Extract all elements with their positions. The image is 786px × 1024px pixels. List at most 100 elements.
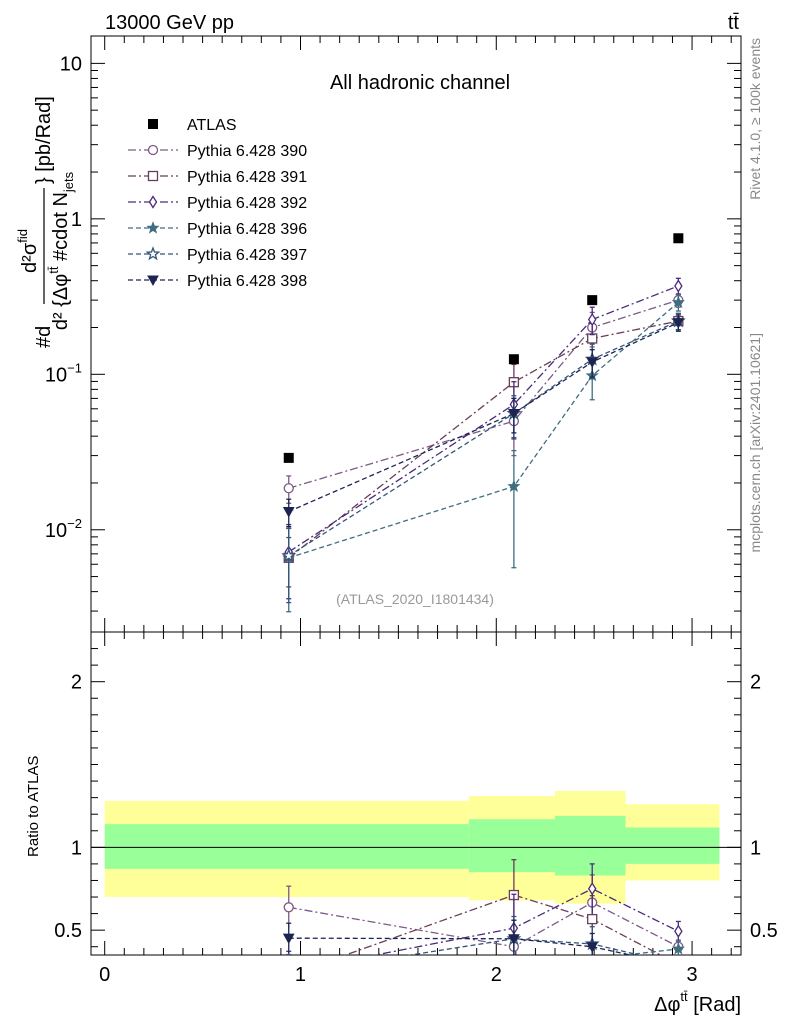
data-point: [281, 547, 297, 563]
series-line: [288, 301, 679, 559]
ratio-band-inner: [625, 827, 720, 864]
y-tick-label: 10−1: [45, 360, 82, 386]
ratio-data-point: [673, 961, 683, 970]
ratio-data-point: [284, 971, 293, 980]
legend-marker: [148, 195, 158, 209]
y-label-den-sup: tt̄: [46, 266, 61, 274]
y-tick-base: 10: [45, 364, 67, 386]
legend-marker: [147, 275, 159, 287]
ratio-band-inner: [468, 819, 556, 873]
legend-entry: Pythia 6.428 390: [128, 143, 307, 160]
atlas-data-point: [508, 354, 519, 365]
ratio-data-point: [283, 968, 294, 979]
ratio-band-inner: [555, 815, 626, 876]
series-line: [288, 320, 679, 559]
x-label-unit: [Rad]: [688, 994, 741, 1016]
series-5: [281, 312, 686, 604]
x-label-sup: tt̄: [680, 989, 688, 1004]
legend-marker: [148, 119, 158, 129]
y-axis-label: #d d²σfid d² {Δφtt̄ #cdot Njets } [pb/Ra…: [15, 96, 76, 348]
series-2: [283, 312, 684, 588]
ratio-tick-label-left: 2: [71, 672, 82, 694]
y-tick-base: 10: [45, 520, 67, 542]
series-line: [288, 299, 679, 489]
legend-label: Pythia 6.428 390: [187, 143, 307, 160]
ratio-series-6: [282, 919, 683, 970]
ratio-series-line: [288, 937, 634, 955]
data-point: [587, 312, 597, 327]
y-label-den2: #cdot N: [50, 192, 72, 266]
ratio-plot-area: [91, 846, 741, 992]
legend-entry: Pythia 6.428 392: [128, 195, 307, 212]
ratio-data-point: [282, 933, 295, 945]
ratio-y-axis-label: Ratio to ATLAS: [25, 756, 42, 857]
y-tick-label: 10−2: [45, 516, 82, 542]
data-point: [672, 318, 685, 329]
ratio-series-line: [406, 938, 642, 955]
analysis-label: (ATLAS_2020_I1801434): [336, 591, 494, 607]
y-tick-label: 10: [60, 53, 82, 75]
y-label-numerator: d²σfid: [15, 229, 41, 273]
legend-label: Pythia 6.428 398: [187, 273, 307, 290]
legend-label: ATLAS: [187, 117, 237, 134]
series-3: [284, 277, 683, 600]
ratio-data-point: [285, 966, 292, 977]
ratio-data-point: [509, 982, 519, 992]
y-label-den1: d² {Δφ: [50, 274, 72, 330]
legend-marker: [147, 170, 159, 182]
atlas-data-point: [283, 452, 294, 463]
data-point: [507, 479, 521, 493]
legend-label: Pythia 6.428 397: [187, 247, 307, 264]
ratio-data-point: [587, 913, 598, 925]
data-point: [282, 507, 295, 518]
ratio-tick-label-right: 0.5: [750, 920, 778, 942]
ratio-data-point: [673, 958, 684, 969]
chart-title: All hadronic channel: [330, 72, 510, 94]
x-tick-label: 1: [295, 964, 306, 986]
legend-entry: Pythia 6.428 396: [128, 221, 307, 238]
mcplots-label: mcplots.cern.ch [arXiv:2401.10621]: [747, 333, 763, 552]
ratio-tick-label-left: 0.5: [54, 920, 82, 942]
ratio-plot-frame: [90, 631, 742, 956]
main-plot-area: [281, 233, 686, 613]
x-axis-label: Δφtt̄ [Rad]: [654, 989, 741, 1016]
x-tick-label: 3: [686, 964, 697, 986]
data-point: [283, 483, 294, 494]
atlas-series: [283, 233, 684, 463]
ratio-data-point: [284, 970, 294, 980]
data-point: [674, 279, 683, 293]
series-4: [282, 294, 685, 613]
data-point: [508, 408, 520, 420]
ratio-tick-label-right: 2: [750, 672, 761, 694]
legend-marker: [146, 221, 160, 234]
atlas-data-point: [587, 295, 598, 306]
legend-label: Pythia 6.428 392: [187, 195, 307, 212]
legend-entry: Pythia 6.428 391: [128, 169, 307, 186]
y-label-num-sup: fid: [15, 229, 30, 243]
y-label-suffix: } [pb/Rad]: [33, 96, 55, 184]
ratio-series-3: [285, 863, 683, 977]
data-point: [586, 357, 599, 369]
y-label-prefix: #d: [33, 326, 55, 348]
legend-label: Pythia 6.428 396: [187, 221, 307, 238]
ratio-data-point: [283, 902, 294, 913]
ratio-series-line: [288, 901, 679, 948]
data-point: [671, 295, 685, 309]
legend: ATLAS Pythia 6.428 390 Pythia 6.428 391 Pyt…: [128, 117, 307, 290]
series-line: [288, 285, 679, 553]
ratio-series-line: [372, 888, 679, 955]
legend-entry: ATLAS: [148, 117, 237, 134]
series-line: [288, 320, 679, 557]
y-label-denominator: d² {Δφtt̄ #cdot Njets: [46, 171, 76, 330]
x-tick-label: 0: [99, 964, 110, 986]
data-point: [587, 333, 598, 344]
legend-marker: [147, 144, 159, 156]
ratio-data-point: [671, 942, 685, 955]
legend-entry: Pythia 6.428 398: [128, 273, 307, 290]
y-tick-exponent: −1: [67, 360, 82, 375]
ratio-tick-label-left: 1: [71, 837, 82, 859]
ratio-data-point: [674, 924, 683, 938]
series-line: [288, 322, 679, 513]
